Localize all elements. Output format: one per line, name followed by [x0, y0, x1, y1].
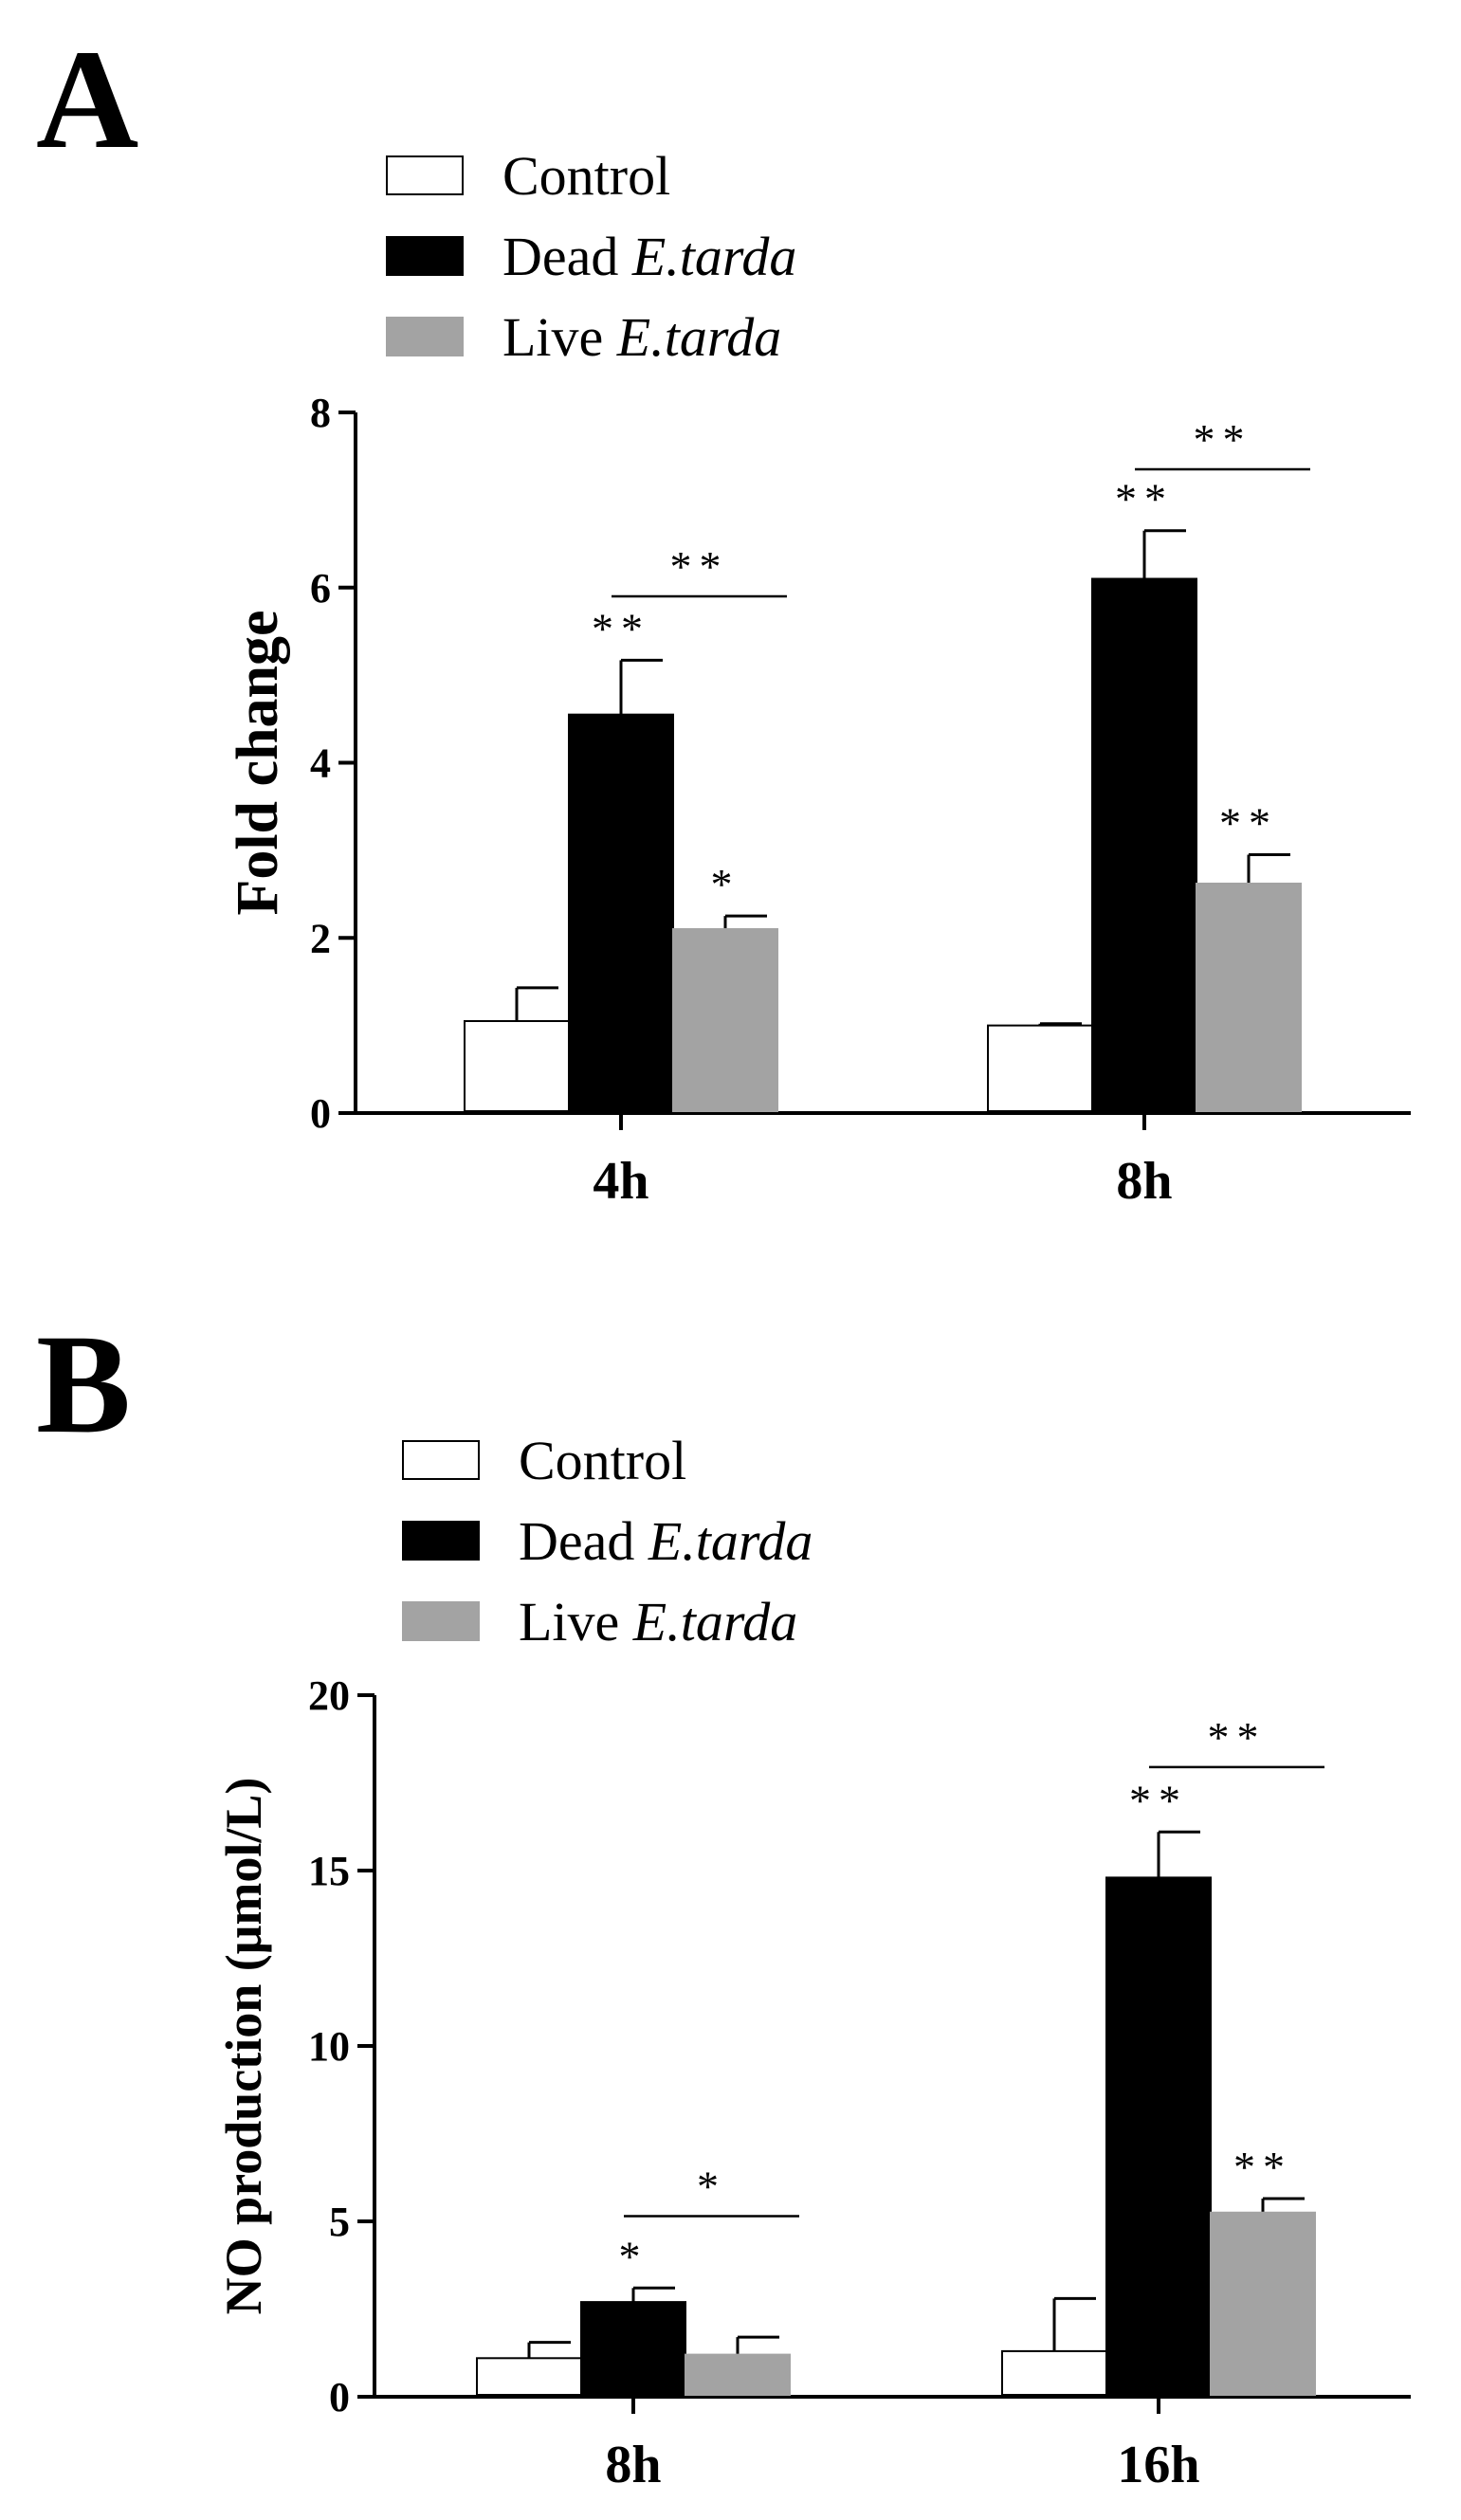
comparison-mark-16h: ** — [1208, 1713, 1267, 1762]
legend-label-control: Control — [502, 145, 670, 207]
y-axis-title: Fold change — [226, 610, 290, 915]
y-tick-label-8: 8 — [310, 390, 331, 436]
y-tick-label-2: 2 — [310, 915, 331, 961]
significance-mark-live-8h: ** — [1219, 798, 1278, 847]
bar-live-8h — [685, 2353, 791, 2397]
y-tick-label-4: 4 — [310, 740, 331, 787]
comparison-mark-4h: ** — [670, 542, 729, 591]
bar-control-4h — [464, 1020, 570, 1112]
legend-label-dead: Dead E.tarda — [502, 226, 796, 287]
significance-mark-live-4h: * — [711, 860, 740, 908]
significance-mark-dead-4h: ** — [592, 604, 650, 652]
significance-mark-dead-8h: * — [619, 2232, 648, 2280]
legend-swatch-dead — [386, 236, 464, 276]
y-tick-label-0: 0 — [310, 1090, 331, 1137]
comparison-mark-8h: ** — [1194, 415, 1252, 464]
significance-mark-dead-16h: ** — [1129, 1776, 1188, 1824]
bar-live-4h — [672, 928, 778, 1113]
legend-label-live: Live E.tarda — [502, 306, 781, 368]
significance-mark-dead-8h: ** — [1115, 475, 1174, 523]
legend-swatch-control — [386, 155, 464, 195]
legend-label-live: Live E.tarda — [519, 1591, 797, 1653]
y-tick-label-6: 6 — [310, 565, 331, 612]
legend-label-dead: Dead E.tarda — [519, 1510, 813, 1572]
bar-live-8h — [1196, 882, 1302, 1112]
x-category-label-8h: 8h — [1116, 1152, 1172, 1211]
y-tick-label-10: 10 — [308, 2023, 350, 2070]
bar-control-16h — [1001, 2349, 1107, 2396]
x-category-label-8h: 8h — [605, 2436, 661, 2494]
bar-control-8h — [476, 2357, 582, 2397]
legend-swatch-control — [402, 1440, 480, 1480]
bar-dead-8h — [1091, 577, 1197, 1112]
comparison-mark-8h: * — [697, 2162, 726, 2210]
bar-live-16h — [1210, 2211, 1316, 2396]
x-category-label-16h: 16h — [1117, 2436, 1199, 2494]
panel-a-chart: Control Dead E.tarda Live E.tarda 0 2 4 6 8 Fold… — [226, 145, 1411, 1211]
legend-swatch-live — [386, 317, 464, 356]
panel-b-chart: Control Dead E.tarda Live E.tarda 0 5 10 15 20 N… — [215, 1430, 1411, 2494]
bar-dead-16h — [1105, 1876, 1212, 2396]
panel-b-letter: B — [36, 1306, 131, 1463]
panel-a-letter: A — [36, 21, 138, 178]
x-category-label-4h: 4h — [593, 1152, 648, 1211]
y-tick-label-20: 20 — [308, 1672, 350, 1719]
y-axis-title: NO production (μmol/L) — [215, 1778, 272, 2315]
y-tick-label-5: 5 — [329, 2199, 350, 2245]
y-tick-label-15: 15 — [308, 1848, 350, 1894]
bar-control-8h — [987, 1024, 1093, 1112]
significance-mark-live-16h: ** — [1233, 2143, 1292, 2191]
legend-swatch-dead — [402, 1521, 480, 1561]
legend-swatch-live — [402, 1601, 480, 1641]
y-tick-label-0: 0 — [329, 2374, 350, 2420]
bar-dead-8h — [580, 2301, 686, 2397]
bar-dead-4h — [568, 713, 674, 1112]
legend-label-control: Control — [519, 1430, 686, 1491]
